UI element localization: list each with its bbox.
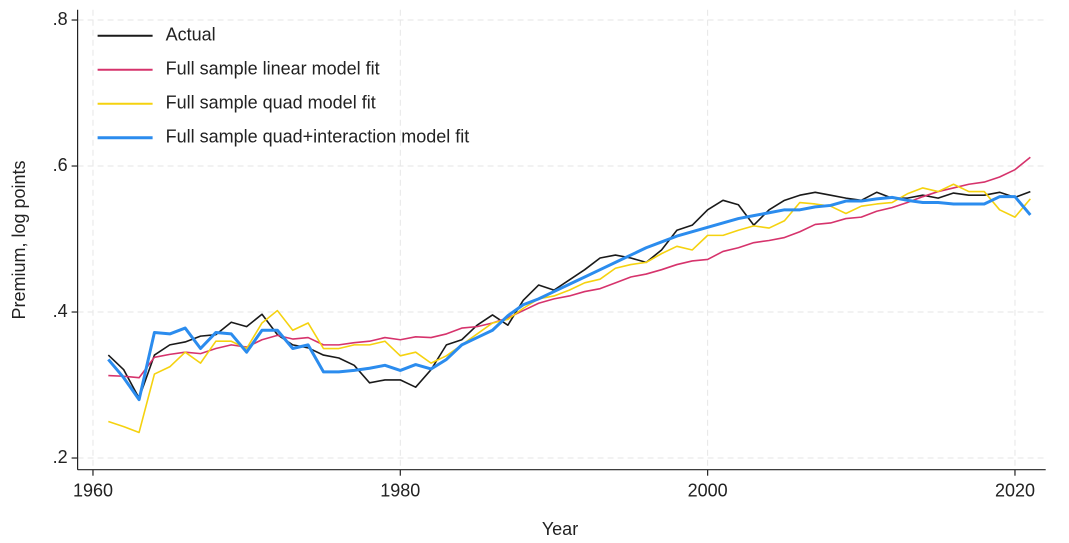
legend-label: Full sample quad+interaction model fit bbox=[166, 127, 470, 147]
y-tick-label: .2 bbox=[53, 447, 68, 467]
x-tick-label: 2020 bbox=[995, 480, 1035, 500]
x-tick-label: 2000 bbox=[688, 480, 728, 500]
legend-label: Full sample quad model fit bbox=[166, 93, 376, 113]
x-tick-label: 1960 bbox=[73, 480, 113, 500]
y-tick-label: .6 bbox=[53, 155, 68, 175]
y-tick-label: .8 bbox=[53, 9, 68, 29]
series-line bbox=[108, 183, 1031, 434]
series-line bbox=[107, 190, 1031, 399]
series-line bbox=[107, 195, 1032, 402]
legend: Actual Full sample linear model fit Full s… bbox=[97, 25, 470, 147]
x-tick-label: 1980 bbox=[380, 480, 420, 500]
lines bbox=[107, 156, 1032, 434]
legend-label: Full sample linear model fit bbox=[166, 59, 380, 79]
axes: .2 .4 .6 .8 1960 1980 2000 2020 bbox=[53, 9, 1046, 500]
series-line bbox=[108, 156, 1031, 379]
legend-label: Actual bbox=[166, 25, 216, 45]
y-tick-label: .4 bbox=[53, 301, 68, 321]
grid bbox=[77, 9, 1046, 470]
x-axis-label: Year bbox=[542, 519, 578, 539]
y-axis-label: Premium, log points bbox=[9, 160, 29, 319]
